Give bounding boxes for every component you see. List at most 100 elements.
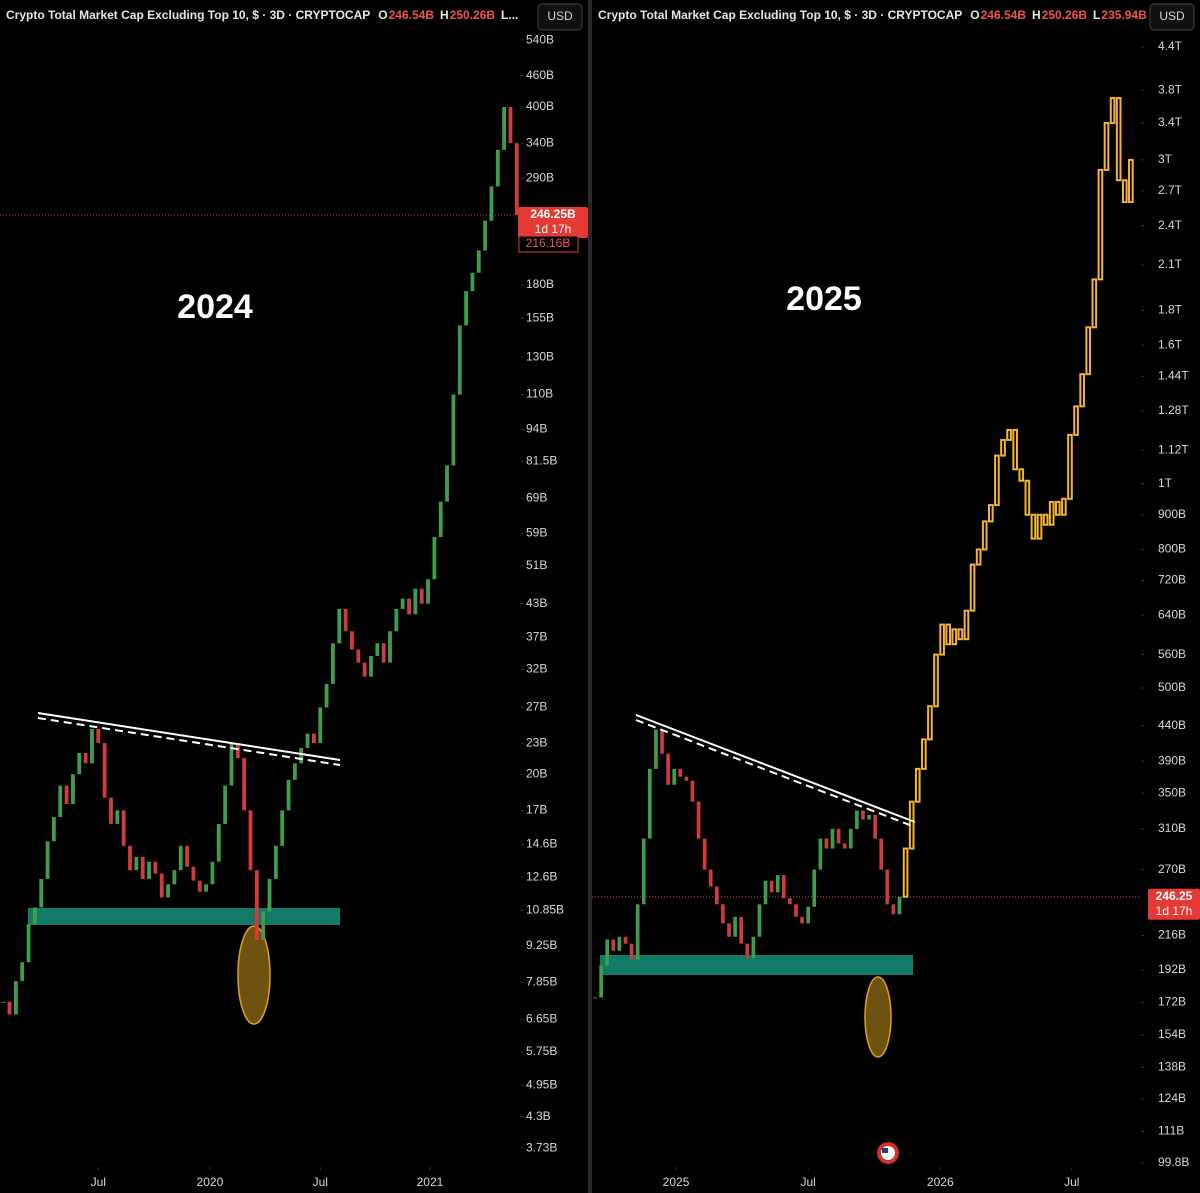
projected-candle xyxy=(957,628,964,641)
ohlc-item: H xyxy=(440,8,449,22)
candle xyxy=(254,870,259,941)
y-tick-label: 27B xyxy=(526,700,547,714)
candle xyxy=(388,631,392,663)
candle xyxy=(690,780,695,802)
projected-candle xyxy=(1073,405,1079,436)
countdown-label: 1d 17h xyxy=(535,222,572,236)
candle xyxy=(739,916,744,944)
candle xyxy=(229,743,234,786)
candle xyxy=(235,743,240,759)
projected-candle xyxy=(927,705,933,741)
candle xyxy=(26,924,31,963)
candle xyxy=(842,843,847,849)
candle xyxy=(375,643,380,657)
candle xyxy=(445,465,449,502)
projected-candle xyxy=(1067,433,1073,500)
year-annotation: 2024 xyxy=(177,288,253,326)
projected-candle xyxy=(1115,97,1122,182)
y-tick-label: 94B xyxy=(526,422,547,436)
candle xyxy=(153,861,158,874)
y-tick-label: 138B xyxy=(1158,1060,1186,1074)
y-tick-label: 111B xyxy=(1158,1124,1184,1138)
candle xyxy=(172,870,177,885)
currency-button[interactable] xyxy=(537,3,583,31)
candle xyxy=(855,810,859,829)
candle xyxy=(593,997,597,999)
candle xyxy=(599,965,603,998)
y-tick-label: 216B xyxy=(1158,928,1186,942)
candle xyxy=(1,1001,6,1003)
candle xyxy=(502,106,507,150)
candle xyxy=(714,886,719,905)
projected-candle xyxy=(1000,438,1006,457)
candle xyxy=(788,898,792,905)
candle xyxy=(242,758,247,811)
candle xyxy=(727,923,731,937)
candle xyxy=(824,838,829,849)
candle xyxy=(90,729,94,764)
candle xyxy=(191,866,196,881)
y-tick-label: 540B xyxy=(526,32,554,46)
projected-candle xyxy=(1085,326,1092,376)
ohlc-item: 235.94B xyxy=(1101,8,1147,22)
candle xyxy=(140,856,145,879)
y-tick-label: 440B xyxy=(1158,718,1186,732)
trendline xyxy=(635,714,916,823)
candle xyxy=(356,649,361,663)
y-tick-label: 155B xyxy=(526,310,554,324)
projected-candle xyxy=(1030,513,1037,540)
projected-candle xyxy=(963,609,970,641)
y-tick-label: 270B xyxy=(1158,862,1186,876)
y-tick-label: 14.6B xyxy=(526,836,557,850)
candle xyxy=(77,752,82,775)
candle xyxy=(52,817,56,842)
projected-candle xyxy=(914,767,921,803)
candle xyxy=(96,729,101,744)
y-tick-label: 4.3B xyxy=(526,1109,551,1123)
candle xyxy=(806,906,810,924)
projected-candle xyxy=(1091,278,1098,329)
candle xyxy=(897,896,902,915)
currency-button[interactable] xyxy=(1149,3,1195,31)
trendline-dashed xyxy=(37,717,341,766)
x-tick-label: Jul xyxy=(313,1175,328,1189)
y-tick-label: 1.6T xyxy=(1158,337,1183,351)
candle xyxy=(166,884,170,898)
chart-header-title: Crypto Total Market Cap Excluding Top 10… xyxy=(6,8,370,22)
y-tick-label: 192B xyxy=(1158,962,1186,976)
candle xyxy=(216,823,221,862)
projected-candle xyxy=(981,520,988,551)
candle xyxy=(514,143,519,216)
projected-candle xyxy=(951,628,958,646)
y-tick-label: 1.44T xyxy=(1158,368,1189,382)
ohlc-item: 250.26B xyxy=(1042,8,1088,22)
candle xyxy=(299,747,304,764)
y-tick-label: 350B xyxy=(1158,785,1186,799)
projected-candle xyxy=(987,504,994,523)
candle xyxy=(508,106,513,144)
candle xyxy=(438,501,443,538)
y-tick-label: 460B xyxy=(526,68,554,82)
y-tick-label: 3T xyxy=(1158,152,1173,166)
y-tick-label: 340B xyxy=(526,135,554,149)
projected-candle xyxy=(1079,373,1085,408)
y-tick-label: 110B xyxy=(526,387,553,401)
y-tick-label: 2.4T xyxy=(1158,218,1183,232)
support-zone xyxy=(600,955,913,975)
candle xyxy=(812,869,817,907)
y-tick-label: 2.7T xyxy=(1158,183,1183,197)
candle xyxy=(324,683,329,708)
candle xyxy=(121,810,126,846)
candle xyxy=(292,763,297,780)
candle xyxy=(745,943,750,959)
candle xyxy=(350,631,354,650)
candle xyxy=(343,608,348,632)
candle xyxy=(483,220,488,251)
currency-button-label[interactable]: USD xyxy=(1159,9,1185,23)
currency-button-label[interactable]: USD xyxy=(547,9,573,23)
y-tick-label: 2.1T xyxy=(1158,257,1183,271)
candle xyxy=(115,810,120,824)
candle xyxy=(800,916,804,924)
ohlc-item: H xyxy=(1032,8,1041,22)
countdown-label: 1d 17h xyxy=(1156,904,1193,918)
